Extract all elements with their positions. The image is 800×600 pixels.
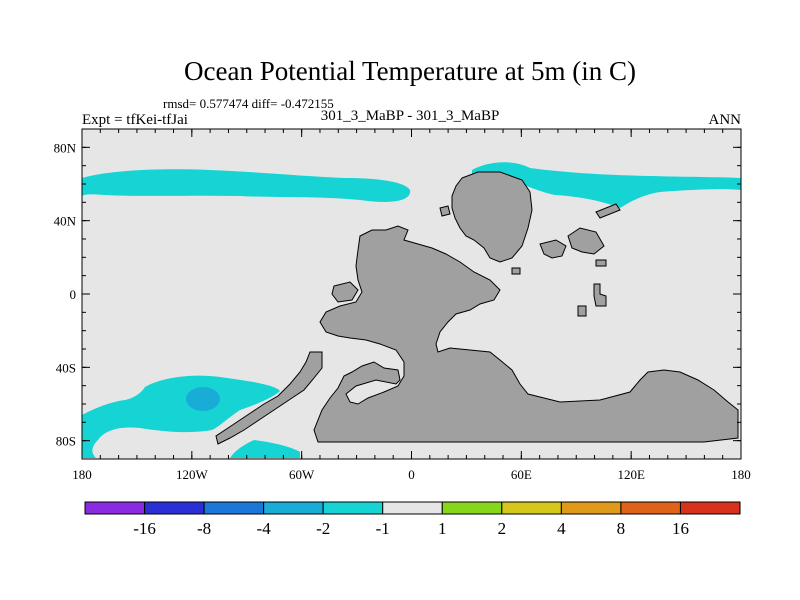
south-pacific-cool-region [82,375,280,458]
land-tiny-island-d [595,259,607,267]
colorbar-label: 2 [498,519,507,538]
land-southern-peninsula [215,351,323,445]
land-pacific-island-b [577,305,587,317]
x-tick-label: 180 [731,467,751,482]
colorbar-swatch [560,501,622,515]
colorbar-swatch [501,501,562,515]
land-pacific-island-a [593,283,607,307]
colorbar-label: -16 [133,519,156,538]
y-tick-label: 0 [70,287,77,302]
colorbar-swatch [203,501,265,515]
land-tiny-island-c [511,267,521,275]
y-tick-label: 80S [56,434,76,449]
land-east-fragments [567,227,605,255]
colorbar-swatch [322,501,384,515]
land-arc-islands [539,239,567,259]
stats-line: rmsd= 0.577474 diff= -0.472155 [163,96,334,111]
chart-title: Ocean Potential Temperature at 5m (in C) [184,56,636,86]
x-tick-label: 0 [408,467,415,482]
y-tick-label: 80N [54,140,77,155]
colorbar-swatch [441,501,503,515]
land-tiny-island-e [439,205,451,217]
colorbar-label: -1 [376,519,390,538]
south-atlantic-cool-patch [230,440,300,458]
colorbar-label: -4 [257,519,272,538]
colorbar-swatch [144,501,205,515]
colorbar-swatch [382,501,443,515]
map-axes: 180 120W 60W 0 60E 120E 180 80N 40N 0 40S 80S [54,128,751,482]
colorbar-label: 8 [617,519,626,538]
land-small-island-atlantic [331,281,359,303]
north-pacific-cool-band [82,169,411,202]
colorbar-label: 1 [438,519,447,538]
map-plot-area [81,128,742,460]
colorbar-swatch [84,501,146,515]
x-tick-label: 60W [289,467,315,482]
y-tick-label: 40S [56,360,76,375]
land-main-continent [313,225,739,443]
colorbar-label: -8 [197,519,211,538]
y-tick-label: 40N [54,214,77,229]
colorbar-label: -2 [316,519,330,538]
experiment-label: Expt = tfKei-tfJai [82,112,188,128]
x-tick-label: 120W [176,467,209,482]
center-label: 301_3_MaBP - 301_3_MaBP [321,108,500,124]
north-atlantic-cool-band [472,162,741,208]
x-tick-label: 60E [511,467,532,482]
land-north-east-strip [595,203,621,219]
south-pacific-strong-anomaly [186,387,220,411]
season-label: ANN [709,112,742,128]
colorbar-swatch [620,501,681,515]
colorbar-swatch [679,501,741,515]
colorbar-label: 4 [557,519,566,538]
colorbar: -16 -8 -4 -2 -1 1 2 4 8 16 [84,501,741,538]
negative-anomaly-regions [82,162,741,458]
land-north-america-greenland [451,171,533,263]
x-tick-label: 120E [617,467,645,482]
land-masses [215,171,739,445]
x-tick-label: 180 [72,467,92,482]
colorbar-label: 16 [672,519,689,538]
colorbar-swatch [263,501,324,515]
